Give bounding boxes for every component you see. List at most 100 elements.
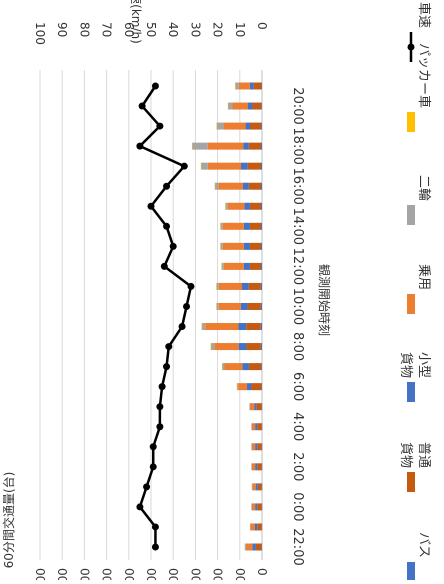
bar-segment — [248, 282, 261, 290]
bar-segment — [257, 423, 262, 431]
bar-segment — [242, 182, 249, 190]
bar-segment — [224, 363, 243, 371]
speed-point — [160, 262, 168, 270]
bar-segment — [257, 443, 262, 451]
bar-segment — [249, 262, 262, 270]
bar-segment — [250, 523, 251, 531]
legend-swatch — [407, 112, 415, 132]
bar-segment — [232, 102, 249, 110]
bar-segment — [246, 323, 261, 331]
y2-tick-label: 10 — [233, 22, 247, 37]
bar-segment — [238, 323, 247, 331]
bar-segment — [261, 363, 262, 371]
bar-segment — [249, 242, 262, 250]
speed-point — [180, 162, 188, 170]
bar-segment — [245, 122, 251, 130]
legend-label: バス — [416, 532, 431, 558]
legend-label: 二輪 — [416, 175, 432, 201]
bar-segment — [248, 142, 262, 150]
bar-segment — [257, 483, 262, 491]
bar-segment — [257, 463, 262, 471]
bar-segment — [236, 383, 238, 391]
bar-segment — [240, 302, 248, 310]
bar-segment — [252, 102, 262, 110]
y-tick-label: 1200 — [123, 568, 137, 580]
bar-segment — [252, 543, 256, 551]
bar-segment — [251, 463, 256, 471]
y-tick-label: 0 — [256, 568, 270, 576]
bar-segment — [220, 242, 221, 250]
bar-segment — [261, 102, 262, 110]
y2-tick-label: 90 — [55, 22, 69, 37]
bar-segment — [216, 302, 217, 310]
speed-point — [165, 343, 173, 351]
y-tick-label: 2000 — [34, 568, 48, 580]
y2-tick-label: 80 — [77, 22, 91, 37]
bar-segment — [251, 443, 256, 451]
bar-segment — [221, 262, 224, 270]
speed-point — [183, 302, 191, 310]
stacked-bars — [191, 82, 263, 551]
bar-segment — [241, 162, 248, 170]
bar-segment — [223, 262, 244, 270]
speed-point — [163, 363, 171, 371]
x-tick-label: 2:00 — [290, 452, 305, 481]
speed-point — [149, 463, 157, 471]
bar-segment — [249, 82, 254, 90]
bar-segment — [261, 182, 262, 190]
bar-segment — [205, 323, 239, 331]
bar-segment — [261, 483, 263, 491]
bar-segment — [261, 82, 262, 90]
bar-segment — [261, 202, 262, 210]
y-tick-label: 800 — [167, 568, 181, 580]
bar-segment — [220, 242, 223, 250]
bar-segment — [249, 403, 251, 411]
legend-speed-label: 車速 — [416, 2, 431, 28]
bar-segment — [228, 102, 233, 110]
bar-segment — [201, 323, 206, 331]
y-tick-label: 1800 — [56, 568, 70, 580]
x-tick-label: 8:00 — [290, 332, 305, 361]
speed-point — [151, 523, 159, 531]
bar-segment — [261, 523, 263, 531]
y2-tick-label: 0 — [255, 22, 269, 30]
speed-point — [169, 242, 177, 250]
speed-point — [143, 483, 151, 491]
bar-segment — [218, 302, 241, 310]
bar-segment — [255, 523, 258, 531]
bar-segment — [256, 403, 262, 411]
bar-segment — [242, 282, 249, 290]
bar-segment — [216, 122, 224, 130]
bar-segment — [227, 202, 245, 210]
bar-segment — [261, 122, 262, 130]
bar-segment — [220, 222, 221, 230]
bar-segment — [260, 282, 262, 290]
y-tick-label: 600 — [189, 568, 203, 580]
bar-segment — [210, 343, 212, 351]
y2-tick-label: 30 — [188, 22, 202, 37]
bar-segment — [254, 403, 257, 411]
y2-tick-label: 50 — [144, 22, 158, 37]
x-tick-label: 20:00 — [290, 87, 305, 124]
bar-segment — [243, 242, 250, 250]
bar-segment — [235, 82, 239, 90]
bar-segment — [201, 162, 208, 170]
legend-label: パッカー車 — [416, 43, 431, 108]
bar-segment — [253, 82, 262, 90]
bar-segment — [243, 142, 249, 150]
bar-segment — [222, 242, 244, 250]
bar-segment — [244, 543, 246, 551]
bar-segment — [191, 142, 193, 150]
y-tick-label: 1000 — [145, 568, 159, 580]
bar-segment — [247, 162, 262, 170]
legend-swatch — [407, 472, 415, 492]
legend-swatch — [407, 294, 415, 314]
y2-tick-label: 60 — [122, 22, 136, 37]
speed-point — [156, 122, 164, 130]
speed-point — [149, 443, 157, 451]
y-tick-label: 400 — [212, 568, 226, 580]
bar-segment — [246, 343, 261, 351]
